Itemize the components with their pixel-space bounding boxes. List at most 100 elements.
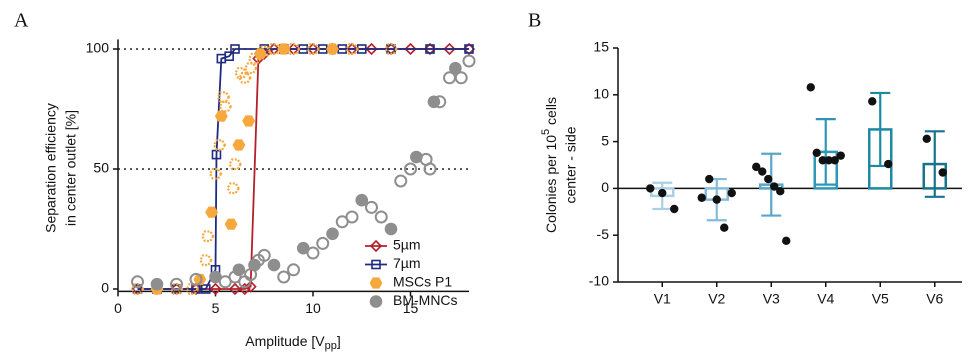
circle-marker [423,162,437,176]
hexagon-marker [130,283,145,295]
y-tick-label: -10 [589,273,609,289]
circle-marker [394,174,408,188]
data-point [812,148,821,158]
data-point [938,168,947,177]
square-marker [371,259,381,270]
hexagon-marker [234,67,248,79]
hexagon-marker [253,48,267,60]
x-tick-label: V2 [708,291,725,307]
y-axis-label: Separation efficiency [43,103,59,233]
hexagon-marker [286,43,301,55]
y-tick-label: 10 [593,86,609,102]
circle-marker [277,270,291,284]
x-tick-label: 0 [114,300,122,316]
data-point [752,162,761,172]
hexagon-marker [277,43,291,55]
panel-label: A [14,10,29,32]
circle-marker [345,210,359,224]
y-tick-label: 15 [593,39,609,55]
circle-marker [232,263,246,277]
y-tick-label: 0 [601,179,609,195]
square-marker [425,44,435,54]
hexagon-marker [247,52,262,65]
hexagon-marker [208,167,223,180]
data-point [670,204,679,214]
hexagon-marker [232,139,246,151]
diamond-marker [365,42,378,56]
data-point [776,187,785,196]
x-label-sub: pp [325,340,337,352]
hexagon-marker [200,230,215,243]
data-point [922,134,931,143]
hexagon-marker [212,139,227,151]
hexagon-marker [237,71,252,84]
y-axis-label: in center outlet [%] [63,110,79,226]
square-marker [230,44,240,54]
circle-marker [384,222,398,236]
circle-marker [267,258,281,272]
data-point [868,97,877,106]
x-tick-label: 5 [212,300,220,316]
circle-marker [462,54,476,68]
data-point [646,184,655,193]
data-point [727,188,736,198]
hexagon-marker [326,43,339,55]
x-label-end: ] [337,333,341,349]
x-tick-label: 10 [305,300,321,316]
circle-marker [257,248,271,262]
hexagon-marker [267,43,281,55]
square-marker [224,51,234,62]
circle-marker [316,236,330,250]
data-point [818,156,827,165]
x-tick-label: V4 [817,291,834,307]
hexagon-marker [169,283,184,295]
legend-label: MSCs P1 [393,274,452,290]
circle-marker [449,61,462,75]
data-point [764,174,773,184]
y-label-text: Colonies per 10 [543,135,559,233]
hexagon-marker [384,43,398,55]
x-tick-label: 15 [403,300,419,316]
circle-marker [238,275,252,289]
x-tick-label: V5 [872,291,889,307]
square-marker [200,284,211,294]
hexagon-marker [243,62,258,75]
square-marker [464,44,474,54]
data-point [697,193,706,202]
circle-marker [369,295,383,308]
hexagon-marker [369,277,383,289]
data-point [712,195,721,204]
x-tick-label: V3 [763,291,780,307]
diamond-marker [369,239,383,253]
hexagon-marker [345,43,359,55]
hexagon-marker [214,110,228,122]
hexagon-marker [205,206,219,218]
diamond-marker [244,280,257,293]
circle-marker [433,95,447,109]
circle-marker [454,71,468,85]
circle-marker [287,263,300,277]
data-point [658,188,667,198]
series-line [137,48,469,290]
data-point [705,174,714,184]
data-point [770,182,779,191]
x-axis-label: Amplitude [Vpp] [245,333,341,352]
hexagon-marker [228,158,242,171]
data-point [884,159,893,169]
panel-label: B [528,10,541,32]
y-axis-label: center - side [563,126,579,203]
y-label-end: cells [543,97,559,129]
hexagon-marker [306,43,320,55]
data-point [806,83,815,92]
y-tick-label: 100 [86,40,110,56]
x-label-text: Amplitude [V [245,333,325,349]
y-tick-label: 5 [601,132,609,148]
hexagon-marker [226,182,240,195]
circle-marker [355,193,369,207]
hexagon-marker [218,100,233,113]
circle-marker [150,277,164,291]
x-tick-label: V1 [654,291,671,307]
hexagon-marker [224,218,238,230]
circle-marker [170,277,183,291]
